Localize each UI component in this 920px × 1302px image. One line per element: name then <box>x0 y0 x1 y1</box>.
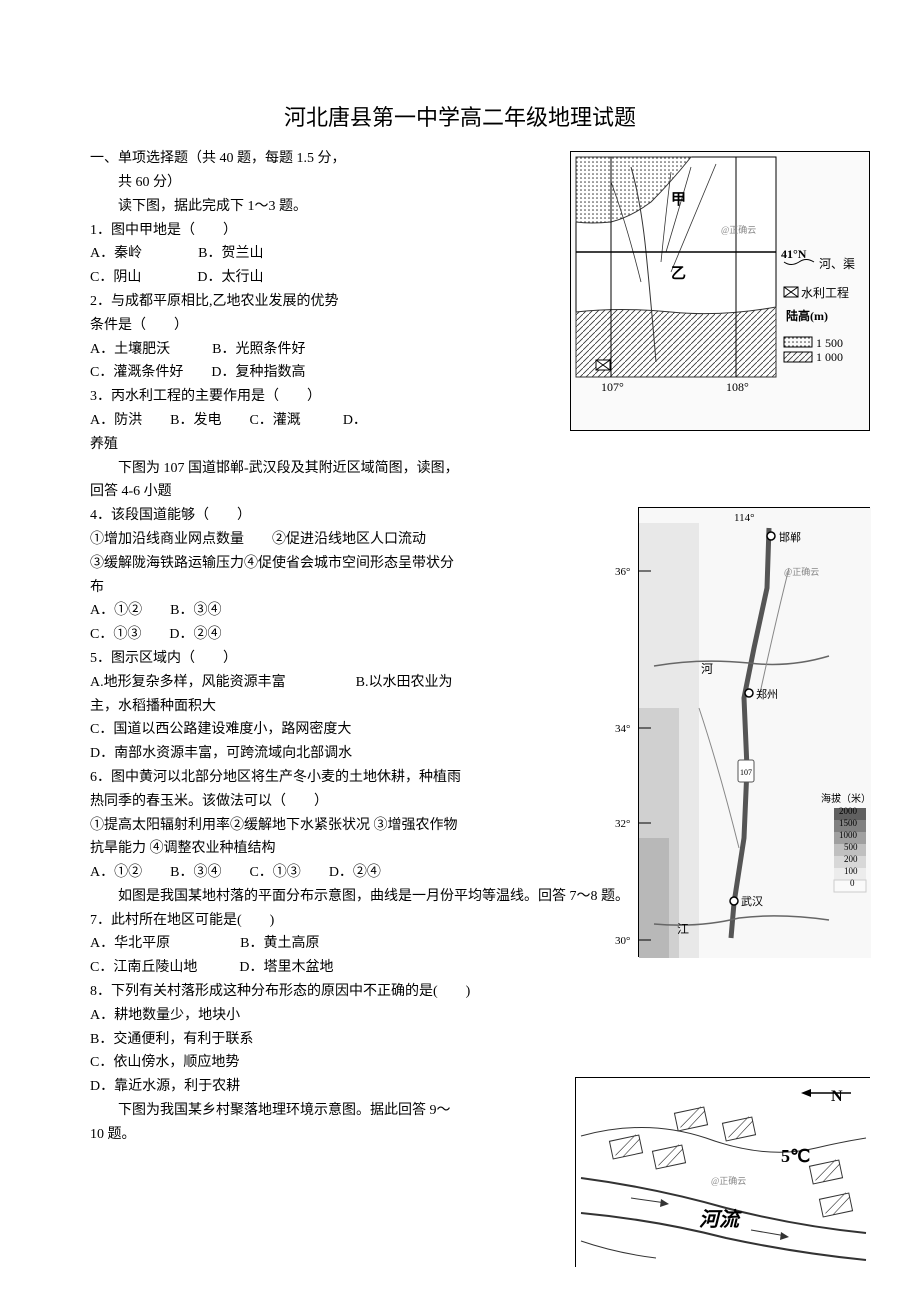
figure-1-map: 甲 乙 41°N 河、渠 水利工程 陆高(m) 1 500 1 000 107°… <box>570 151 870 431</box>
q8-c: C．依山傍水，顺应地势 <box>90 1051 830 1075</box>
label-jia: 甲 <box>671 188 686 212</box>
city-zhengzhou: 郑州 <box>756 687 778 705</box>
q2-d: D．复种指数高 <box>211 365 305 380</box>
section-1-header-l2: 共 60 分） <box>90 171 510 195</box>
figure-3-village: N 5℃ 河流 @正确云 <box>575 1077 870 1267</box>
lat-34: 34° <box>615 721 630 739</box>
elev-0: 0 <box>850 876 855 890</box>
q1-b: B．贺兰山 <box>198 246 263 261</box>
label-height: 陆高(m) <box>786 307 828 326</box>
lat-36: 36° <box>615 564 630 582</box>
q6-line2: 抗旱能力 ④调整农业种植结构 <box>90 837 570 861</box>
q7-d: D．塔里木盆地 <box>239 960 333 975</box>
q4-a: A．①② <box>90 603 142 618</box>
page-title: 河北唐县第一中学高二年级地理试题 <box>90 100 830 135</box>
q6-stem-l2: 热同季的春玉米。该做法可以（ ） <box>90 790 570 814</box>
north-label: N <box>831 1084 843 1110</box>
watermark-1: @正确云 <box>721 223 756 237</box>
q6-line1: ①提高太阳辐射利用率②缓解地下水紧张状况 ③增强农作物 <box>90 814 570 838</box>
q5-b-l2: 主，水稻播种面积大 <box>90 695 570 719</box>
q1-c: C．阴山 <box>90 270 141 285</box>
intro-4-l2: 10 题。 <box>90 1123 510 1147</box>
q2-opts-cd: C．灌溉条件好 D．复种指数高 <box>90 361 510 385</box>
watermark-3: @正确云 <box>711 1174 746 1188</box>
q5-stem: 5．图示区域内（ ） <box>90 647 570 671</box>
q5-c: C．国道以西公路建设难度小，路网密度大 <box>90 718 570 742</box>
q2-stem-l2: 条件是（ ） <box>90 314 510 338</box>
label-water: 水利工程 <box>801 284 849 303</box>
section-1-header-l1: 一、单项选择题（共 40 题，每题 1.5 分， <box>90 147 510 171</box>
q4-d: D．②④ <box>169 627 221 642</box>
content-area: 甲 乙 41°N 河、渠 水利工程 陆高(m) 1 500 1 000 107°… <box>90 147 830 1146</box>
q2-c: C．灌溉条件好 <box>90 365 183 380</box>
intro-2-l1: 下图为 107 国道邯郸-武汉段及其附近区域简图，读图， <box>90 457 570 481</box>
q4-line1: ①增加沿线商业网点数量 ②促进沿线地区人口流动 <box>90 528 570 552</box>
q6-a: A．①② <box>90 865 142 880</box>
label-yi: 乙 <box>671 262 686 286</box>
q3-d2: 养殖 <box>90 433 830 457</box>
q3-b: B．发电 <box>170 413 221 428</box>
q8-a: A．耕地数量少，地块小 <box>90 1004 830 1028</box>
lat-32: 32° <box>615 816 630 834</box>
label-107: 107° <box>601 378 624 397</box>
village-svg <box>576 1078 871 1268</box>
q3-d: D． <box>343 413 367 428</box>
q4-opts-cd: C．①③ D．②④ <box>90 623 570 647</box>
city-handan: 邯郸 <box>779 530 801 548</box>
label-41n: 41°N <box>781 245 806 264</box>
label-river: 河、渠 <box>819 255 855 274</box>
q6-b: B．③④ <box>170 865 221 880</box>
q1-a: A．秦岭 <box>90 246 142 261</box>
q2-a: A．土壤肥沃 <box>90 342 170 357</box>
q8-b: B．交通便利，有利于联系 <box>90 1028 830 1052</box>
river-label: 河流 <box>699 1204 739 1236</box>
intro-1: 读下图，据此完成下 1～3 题。 <box>90 195 510 219</box>
map-svg-2: 107 <box>639 508 871 958</box>
q4-b: B．③④ <box>170 603 221 618</box>
q8-stem: 8．下列有关村落形成这种分布形态的原因中不正确的是( ) <box>90 980 830 1004</box>
label-1000: 1 000 <box>816 348 843 367</box>
q4-line2: ③缓解陇海铁路运输压力④促使省会城市空间形态呈带状分 <box>90 552 570 576</box>
q6-d: D．②④ <box>329 865 381 880</box>
q2-b: B．光照条件好 <box>212 342 305 357</box>
q1-opts-cd: C．阴山 D．太行山 <box>90 266 510 290</box>
q3-c: C．灌溉 <box>249 413 300 428</box>
q1-d: D．太行山 <box>197 270 263 285</box>
lon-114: 114° <box>734 510 755 528</box>
river-jiang: 江 <box>677 920 689 939</box>
q5-d: D．南部水资源丰富，可跨流域向北部调水 <box>90 742 570 766</box>
q1-opts-ab: A．秦岭 B．贺兰山 <box>90 242 510 266</box>
q7-a: A．华北平原 <box>90 936 170 951</box>
q2-opts-ab: A．土壤肥沃 B．光照条件好 <box>90 338 510 362</box>
q7-opts-cd: C．江南丘陵山地 D．塔里木盆地 <box>90 956 830 980</box>
intro-2-l2: 回答 4-6 小题 <box>90 480 570 504</box>
q5-ab-l1: A.地形复杂多样，风能资源丰富 B.以水田农业为 <box>90 671 570 695</box>
q1-stem: 1．图中甲地是（ ） <box>90 219 510 243</box>
temp-label: 5℃ <box>781 1142 810 1171</box>
q7-c: C．江南丘陵山地 <box>90 960 197 975</box>
q7-b: B．黄土高原 <box>240 936 319 951</box>
svg-text:107: 107 <box>740 768 752 777</box>
lat-30: 30° <box>615 933 630 951</box>
river-he: 河 <box>701 660 713 679</box>
q2-stem-l1: 2．与成都平原相比,乙地农业发展的优势 <box>90 290 510 314</box>
q4-stem: 4．该段国道能够（ ） <box>90 504 570 528</box>
q4-opts-ab: A．①② B．③④ <box>90 599 570 623</box>
q4-c: C．①③ <box>90 627 141 642</box>
intro-4-l1: 下图为我国某乡村聚落地理环境示意图。据此回答 9～ <box>90 1099 510 1123</box>
watermark-2: @正确云 <box>784 565 819 579</box>
q3-a: A．防洪 <box>90 413 142 428</box>
city-wuhan: 武汉 <box>741 894 763 912</box>
q3-stem: 3．丙水利工程的主要作用是（ ） <box>90 385 510 409</box>
figure-2-map: 107 114° 邯郸 郑州 武汉 36° <box>638 507 870 957</box>
label-108: 108° <box>726 378 749 397</box>
q5-b: B.以水田农业为 <box>356 675 453 690</box>
q5-a: A.地形复杂多样，风能资源丰富 <box>90 675 286 690</box>
q6-stem-l1: 6．图中黄河以北部分地区将生产冬小麦的土地休耕，种植雨 <box>90 766 570 790</box>
q4-line3: 布 <box>90 576 570 600</box>
q6-opts: A．①② B．③④ C．①③ D．②④ <box>90 861 570 885</box>
q6-c: C．①③ <box>249 865 300 880</box>
